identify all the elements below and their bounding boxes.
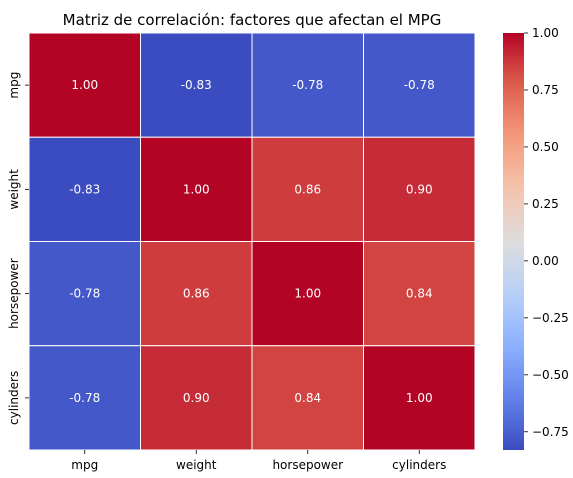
x-axis: mpg weight horsepower cylinders — [71, 450, 446, 472]
heatmap-cells: 1.00 -0.83 -0.78 -0.78 -0.83 1.00 0.86 0.90 -0.7… — [28, 32, 476, 451]
cell-value-label: 0.90 — [183, 391, 210, 405]
colorbar-tick-label: 0.75 — [532, 83, 559, 97]
y-tick-label: mpg — [7, 72, 21, 99]
heatmap-cell — [140, 241, 253, 347]
cell-value-label: -0.78 — [292, 78, 323, 92]
heatmap-cell — [28, 136, 141, 242]
heatmap-cell — [28, 32, 141, 138]
colorbar-tick-label: −0.50 — [532, 368, 569, 382]
colorbar-tick-label: 0.25 — [532, 197, 559, 211]
heatmap-cell — [251, 32, 364, 138]
x-tick-label: mpg — [71, 458, 98, 472]
heatmap-cell — [363, 32, 476, 138]
heatmap-cell — [140, 345, 253, 451]
x-tick-label: horsepower — [272, 458, 343, 472]
colorbar-tick-label: 0.50 — [532, 140, 559, 154]
y-tick-label: horsepower — [7, 258, 21, 329]
y-tick-label: weight — [7, 169, 21, 210]
x-tick-label: weight — [176, 458, 217, 472]
heatmap-cell — [251, 345, 364, 451]
cell-value-label: 0.86 — [183, 287, 210, 301]
heatmap-cell — [140, 32, 253, 138]
heatmap-cell — [363, 241, 476, 347]
x-tick-label: cylinders — [392, 458, 446, 472]
cell-value-label: -0.78 — [69, 391, 100, 405]
y-tick-label: cylinders — [7, 371, 21, 425]
cell-value-label: 1.00 — [71, 78, 98, 92]
cell-value-label: -0.78 — [69, 287, 100, 301]
heatmap-cell — [363, 136, 476, 242]
colorbar-tick-label: −0.25 — [532, 311, 569, 325]
cell-value-label: 0.86 — [294, 182, 321, 196]
chart-title: Matriz de correlación: factores que afec… — [63, 11, 442, 29]
cell-value-label: 1.00 — [406, 391, 433, 405]
heatmap-cell — [140, 136, 253, 242]
heatmap-cell — [363, 345, 476, 451]
cell-value-label: 1.00 — [294, 287, 321, 301]
cell-value-label: -0.83 — [181, 78, 212, 92]
cell-value-label: -0.78 — [404, 78, 435, 92]
colorbar-tick-label: 0.00 — [532, 254, 559, 268]
cell-value-label: 0.84 — [406, 287, 433, 301]
colorbar-ticks: 1.00 0.75 0.50 0.25 0.00 −0.25 −0.50 −0.75 — [524, 26, 569, 439]
cell-value-label: 1.00 — [183, 182, 210, 196]
colorbar-tick-label: −0.75 — [532, 425, 569, 439]
cell-value-label: -0.83 — [69, 182, 100, 196]
colorbar — [503, 33, 524, 450]
cell-value-label: 0.84 — [294, 391, 321, 405]
colorbar-tick-label: 1.00 — [532, 26, 559, 40]
heatmap-cell — [28, 345, 141, 451]
y-axis: mpg weight horsepower cylinders — [7, 72, 29, 425]
cell-value-label: 0.90 — [406, 182, 433, 196]
